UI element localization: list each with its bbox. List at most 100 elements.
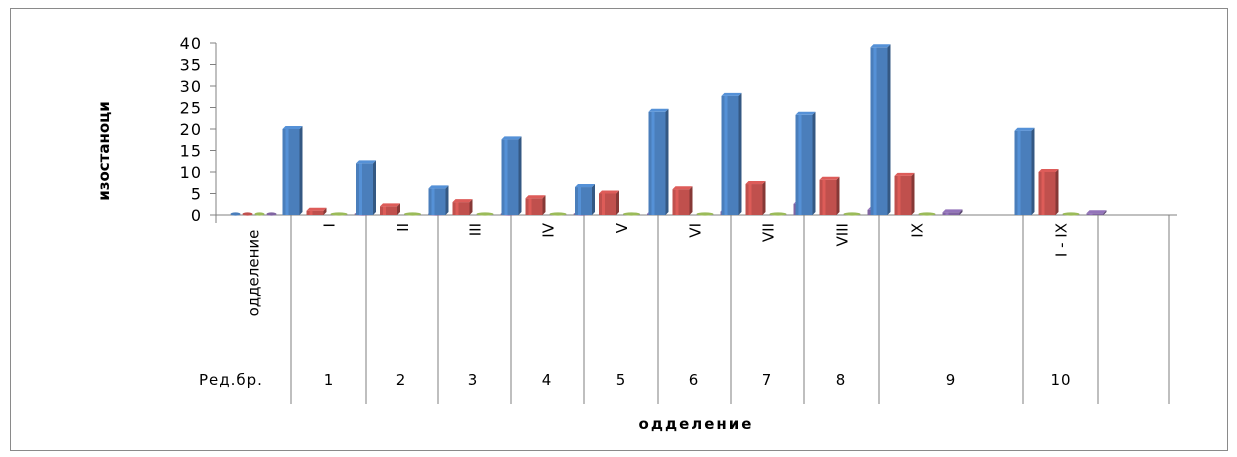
bar-side xyxy=(812,111,816,215)
bar xyxy=(282,129,300,215)
bar xyxy=(599,193,616,215)
bar xyxy=(356,163,373,215)
bar-top xyxy=(1086,210,1107,214)
bar-highlight xyxy=(798,114,802,215)
bar-top xyxy=(745,181,766,185)
bar-top xyxy=(380,203,400,207)
bar-top xyxy=(525,195,546,199)
category-label: II xyxy=(394,223,412,232)
bar-top xyxy=(721,92,742,96)
category-label: VIII xyxy=(834,223,852,247)
row-number: 5 xyxy=(616,371,627,389)
category-label: IX xyxy=(909,223,927,238)
bar-highlight xyxy=(431,188,435,215)
bar-highlight xyxy=(455,202,459,215)
bar-stub xyxy=(476,212,494,216)
bar-side xyxy=(542,195,546,215)
bar-top xyxy=(648,108,669,112)
bars xyxy=(230,44,1107,216)
row-number: 3 xyxy=(468,371,479,389)
bar-highlight xyxy=(285,129,289,215)
y-tick-label: 30 xyxy=(180,77,202,96)
bar-stub xyxy=(404,212,421,216)
bar-top xyxy=(1014,127,1035,131)
bar-highlight xyxy=(528,198,532,215)
bar xyxy=(745,184,763,215)
bar xyxy=(870,47,888,215)
bar xyxy=(672,189,690,215)
category-label: I xyxy=(321,223,339,227)
y-tick-label: 15 xyxy=(180,142,202,161)
bar-stub xyxy=(843,212,861,216)
bar-stub xyxy=(696,212,714,216)
bar-side xyxy=(373,160,376,215)
bar-top xyxy=(282,126,303,129)
bar-highlight xyxy=(359,163,362,215)
bar xyxy=(380,206,397,215)
bar xyxy=(795,114,813,215)
bar-highlight xyxy=(1041,172,1045,215)
bar-stub xyxy=(623,212,640,216)
bar xyxy=(942,212,960,215)
bar-stub xyxy=(330,212,348,216)
table-header-category: одделение xyxy=(245,230,263,317)
bar xyxy=(428,188,446,215)
bar-side xyxy=(323,207,327,215)
bar-side xyxy=(665,108,669,215)
bar xyxy=(575,187,592,215)
chart-frame: 0 5 10 15 20 25 30 35 40 одделение I II III IV V VI VII… xyxy=(10,8,1228,451)
row-number: 8 xyxy=(836,371,847,389)
bar-highlight xyxy=(651,111,655,215)
y-tick-label: 0 xyxy=(191,206,202,225)
bar-top xyxy=(819,176,840,180)
row-number: 9 xyxy=(946,371,957,389)
bar-side xyxy=(299,126,303,215)
row-number: 6 xyxy=(689,371,700,389)
bar xyxy=(1038,172,1056,215)
bar-highlight xyxy=(383,206,386,215)
bar xyxy=(648,111,666,215)
bar-top xyxy=(501,136,522,140)
bar-stub xyxy=(230,212,241,216)
bar xyxy=(1086,213,1104,215)
bar-top xyxy=(795,111,816,115)
bar-highlight xyxy=(724,95,728,215)
bar-top xyxy=(452,199,473,203)
category-label: IV xyxy=(540,222,558,237)
bar-highlight xyxy=(945,212,949,215)
row-number: 4 xyxy=(542,371,553,389)
bar-stub xyxy=(254,212,265,216)
bar-top xyxy=(894,172,915,176)
bar-top xyxy=(428,185,449,189)
y-tick-label: 40 xyxy=(180,34,202,53)
bar-side xyxy=(959,209,963,215)
bar-side xyxy=(887,44,891,215)
bar-highlight xyxy=(1089,213,1093,215)
bar-top xyxy=(672,186,693,190)
bar-side xyxy=(762,181,766,215)
bar-stub xyxy=(549,212,567,216)
bar-highlight xyxy=(748,184,752,215)
bar-side xyxy=(397,203,400,215)
bar-top xyxy=(870,44,891,48)
bar-side xyxy=(1103,210,1107,215)
bar-side xyxy=(445,185,449,215)
bar-side xyxy=(616,190,619,215)
bar-stub xyxy=(266,212,277,216)
y-tick-label: 25 xyxy=(180,99,202,118)
bar-side xyxy=(911,172,915,215)
bar-side xyxy=(836,176,840,215)
bar-side xyxy=(689,186,693,215)
bar-highlight xyxy=(822,179,826,215)
bar-highlight xyxy=(504,139,508,215)
bar-highlight xyxy=(873,47,877,215)
bar-stub xyxy=(769,212,787,216)
bar xyxy=(501,139,519,215)
row-number: 2 xyxy=(396,371,407,389)
bar-side xyxy=(1055,169,1059,215)
row-number: 7 xyxy=(762,371,773,389)
bar-top xyxy=(599,190,619,194)
category-label: VI xyxy=(687,223,705,238)
y-tick-label: 5 xyxy=(191,185,202,204)
row-number: 10 xyxy=(1050,371,1071,389)
